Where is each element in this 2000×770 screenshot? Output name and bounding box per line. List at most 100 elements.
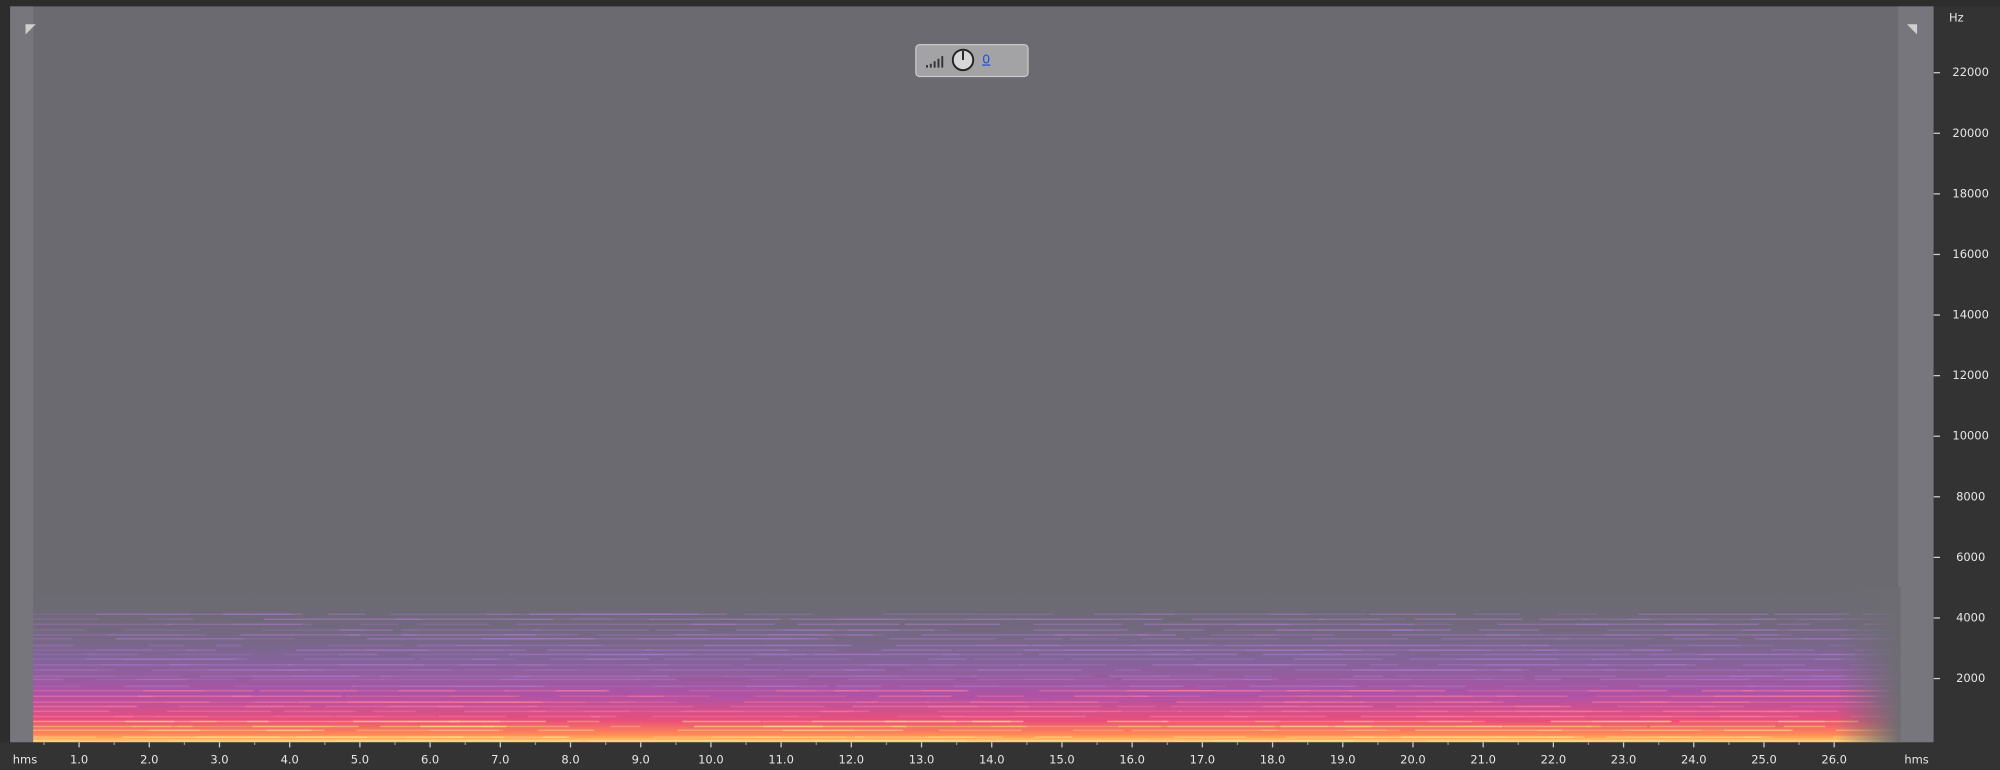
time-tick-label: 15.0	[1049, 753, 1075, 767]
harmonic-streak	[335, 716, 435, 718]
harmonic-streak	[380, 679, 520, 681]
harmonic-streak	[283, 654, 336, 656]
harmonic-streak	[174, 658, 247, 660]
harmonic-streak	[33, 629, 84, 631]
harmonic-streak	[1208, 669, 1272, 671]
page: {"frequency_axis": {"unit": "Hz", "ticks…	[0, 0, 2000, 770]
harmonic-streak	[652, 716, 798, 718]
harmonic-streak	[755, 696, 846, 698]
harmonic-streak	[1294, 658, 1383, 660]
harmonic-streak	[1269, 613, 1367, 615]
harmonic-streak	[637, 679, 676, 681]
harmonic-streak	[815, 654, 961, 656]
harmonic-streak	[1415, 696, 1473, 698]
harmonic-streak	[1369, 613, 1456, 615]
harmonic-streak	[664, 658, 751, 660]
harmonic-streak	[1602, 669, 1740, 671]
harmonic-streak	[1319, 618, 1380, 620]
harmonic-streak	[1724, 730, 1793, 732]
harmonic-streak	[481, 726, 569, 728]
harmonic-streak	[33, 740, 76, 742]
harmonic-streak	[746, 686, 828, 688]
harmonic-streak	[33, 645, 74, 647]
harmonic-streak	[855, 676, 881, 678]
harmonic-streak	[1654, 664, 1687, 666]
harmonic-streak	[169, 740, 218, 742]
harmonic-streak	[33, 676, 117, 678]
harmonic-streak	[1504, 726, 1591, 728]
harmonic-streak	[1441, 638, 1569, 640]
harmonic-streak	[373, 711, 416, 713]
harmonic-streak	[1315, 706, 1366, 708]
harmonic-streak	[1392, 634, 1542, 636]
harmonic-streak	[692, 624, 736, 626]
harmonic-streak	[1117, 706, 1156, 708]
harmonic-streak	[191, 721, 217, 723]
harmonic-streak	[1354, 676, 1383, 678]
harmonic-streak	[1132, 730, 1277, 732]
frequency-tick-label: 2000	[1956, 671, 1985, 685]
harmonic-streak	[1197, 686, 1226, 688]
harmonic-streak	[754, 736, 864, 738]
harmonic-streak	[1743, 664, 1805, 666]
harmonic-streak	[763, 726, 906, 728]
time-tick-label: 2.0	[140, 753, 158, 767]
harmonic-streak	[410, 654, 514, 656]
time-tick-label: 17.0	[1190, 753, 1216, 767]
harmonic-streak	[751, 679, 810, 681]
harmonic-streak	[1591, 658, 1714, 660]
harmonic-streak	[1486, 634, 1520, 636]
harmonic-streak	[1474, 613, 1520, 615]
harmonic-streak	[33, 654, 96, 656]
harmonic-streak	[1350, 690, 1445, 692]
harmonic-streak	[1640, 716, 1799, 718]
harmonic-streak	[1473, 701, 1503, 703]
harmonic-streak	[556, 690, 609, 692]
time-tick-label: 8.0	[561, 753, 579, 767]
harmonic-streak	[547, 649, 650, 651]
harmonic-streak	[1084, 740, 1179, 742]
harmonic-streak	[1339, 740, 1389, 742]
harmonic-streak	[1521, 645, 1548, 647]
time-tick-label: 19.0	[1330, 753, 1356, 767]
harmonic-streak	[628, 696, 664, 698]
harmonic-streak	[1558, 613, 1597, 615]
harmonic-streak	[1587, 740, 1706, 742]
harmonic-streak	[328, 613, 365, 615]
harmonic-streak	[1254, 634, 1333, 636]
harmonic-streak	[245, 706, 310, 708]
harmonic-streak	[626, 664, 734, 666]
harmonic-streak	[610, 726, 640, 728]
harmonic-streak	[1251, 664, 1296, 666]
harmonic-streak	[450, 721, 546, 723]
harmonic-streak	[1225, 716, 1326, 718]
harmonic-streak	[1018, 664, 1106, 666]
harmonic-streak	[380, 676, 531, 678]
harmonic-streak	[652, 669, 782, 671]
harmonic-streak	[1415, 618, 1523, 620]
harmonic-streak	[360, 624, 398, 626]
harmonic-streak	[645, 649, 789, 651]
frequency-tick-label: 10000	[1952, 429, 1988, 443]
harmonic-streak	[1752, 634, 1792, 636]
harmonic-streak	[930, 664, 1024, 666]
harmonic-streak	[33, 638, 72, 640]
harmonic-streak	[836, 686, 882, 688]
harmonic-streak	[922, 690, 963, 692]
harmonic-streak	[1154, 676, 1213, 678]
time-tick-label: 5.0	[351, 753, 369, 767]
gain-value[interactable]: 0	[982, 52, 990, 67]
harmonic-streak	[124, 686, 190, 688]
harmonic-streak	[170, 664, 294, 666]
harmonic-streak	[1412, 686, 1466, 688]
time-unit: hms	[1904, 753, 1928, 767]
harmonic-streak	[1302, 654, 1342, 656]
harmonic-streak	[1034, 624, 1123, 626]
harmonic-streak	[1751, 618, 1777, 620]
harmonic-streak	[1163, 629, 1205, 631]
harmonic-streak	[87, 654, 138, 656]
frequency-tick-label: 16000	[1952, 247, 1988, 261]
harmonic-streak	[1070, 638, 1118, 640]
harmonic-streak	[1397, 676, 1525, 678]
gain-control[interactable]: 0	[916, 45, 1028, 77]
